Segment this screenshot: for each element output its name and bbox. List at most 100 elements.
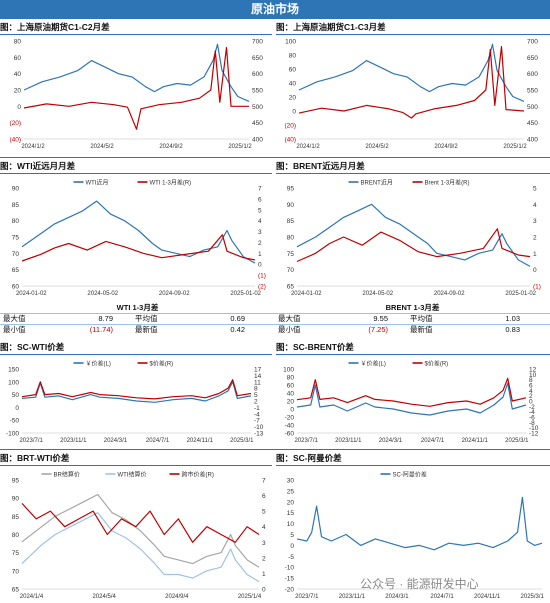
y2-tick-label: -6	[529, 415, 535, 422]
y-tick-label: 80	[287, 375, 295, 382]
x-tick-label: 2024-09-02	[434, 291, 465, 297]
x-tick-label: 2024/9/2	[434, 144, 458, 150]
y2-tick-label: -1	[254, 405, 260, 412]
stats-row: 最大值 8.79 平均值 0.69	[0, 313, 275, 324]
y-tick-label: 25	[287, 488, 295, 495]
x-tick-label: 2024/11/1	[474, 594, 501, 600]
y2-tick-label: 7	[262, 478, 266, 485]
y-tick-label: 30	[287, 478, 295, 485]
y-tick-label: -10	[285, 565, 295, 572]
stat-value: (7.25)	[368, 325, 388, 334]
y2-tick-label: 4	[262, 524, 266, 531]
y-tick-label: 100	[285, 39, 296, 46]
x-tick-label: 2024/3/1	[385, 594, 409, 600]
stat-label: 最小值	[278, 325, 301, 334]
y-tick-label: 20	[289, 95, 297, 102]
y-tick-label: 65	[12, 267, 20, 274]
x-tick-label: 2023/7/1	[295, 594, 319, 600]
legend-label: SC-阿曼价差	[393, 471, 427, 479]
panel-title: 图：SC-阿曼价差	[276, 451, 550, 466]
stat-value: (11.74)	[89, 325, 113, 334]
y-tick-label: 90	[287, 202, 295, 209]
series-line	[21, 234, 256, 262]
y2-tick-label: 550	[527, 88, 538, 95]
y2-tick-label: 0	[533, 267, 537, 274]
y2-tick-label: 4	[258, 218, 262, 225]
stat-value: 0.42	[230, 325, 245, 334]
y2-tick-label: -4	[529, 409, 535, 416]
y2-tick-label: 600	[527, 71, 538, 78]
y-tick-label: 50	[12, 392, 20, 399]
panel-title: 图：WTI近远月月差	[0, 159, 272, 174]
series-line	[296, 377, 527, 407]
y2-tick-label: 5	[258, 207, 262, 214]
stats-row: 最大值 9.55 平均值 1.03	[275, 313, 550, 324]
y-tick-label: 0	[292, 109, 296, 116]
series-line	[296, 203, 531, 267]
series-line	[21, 493, 260, 568]
legend-label: $价差(R)	[150, 360, 174, 368]
stat-value: 9.55	[373, 314, 388, 323]
chart-c1c3-spread: (40) (20) 0 20 40 60 80 100 400 450 500 550 600 650 70…	[284, 39, 538, 151]
x-tick-label: 2024/3/1	[379, 438, 403, 444]
x-tick-label: 2023/11/1	[335, 438, 362, 444]
panel-title: 图：SC-WTI价差	[0, 340, 272, 355]
y-tick-label: (40)	[9, 137, 21, 144]
section-divider	[0, 449, 550, 450]
y-tick-label: 95	[12, 478, 20, 485]
x-tick-label: 2024/5/2	[90, 144, 114, 150]
stat-label: 最大值	[3, 314, 26, 323]
x-tick-label: 2024/7/1	[146, 438, 170, 444]
y-tick-label: 100	[8, 379, 19, 386]
x-tick-label: 2024/7/1	[421, 438, 445, 444]
y2-tick-label: 400	[527, 137, 538, 144]
x-tick-label: 2024/3/1	[104, 438, 128, 444]
stats-row: 最小值 (11.74) 最新值 0.42	[0, 324, 275, 335]
x-tick-label: 2024/11/1	[187, 438, 214, 444]
stats-table-wti: WTI 1-3月差 最大值 8.79 平均值 0.69 最小值 (11.74) …	[0, 302, 275, 335]
legend-label: $价差(R)	[425, 360, 449, 368]
y2-tick-label: 4	[529, 388, 533, 395]
chart-wti-spread: 60 65 70 75 80 85 90 (2) (1) 0 1 2 3 4 5 6 7 2024-01-02 20…	[12, 179, 266, 298]
stat-label: 平均值	[410, 314, 433, 323]
series-line	[21, 200, 256, 264]
y2-tick-label: 0	[258, 262, 262, 269]
y-tick-label: 85	[12, 202, 20, 209]
y2-tick-label: 500	[252, 104, 263, 111]
y2-tick-label: -10	[254, 424, 264, 431]
x-tick-label: 2024/11/1	[462, 438, 489, 444]
y2-tick-label: 2	[258, 240, 262, 247]
y2-tick-label: -7	[254, 418, 260, 425]
y2-tick-label: 3	[258, 229, 262, 236]
x-tick-label: 2023/11/1	[60, 438, 87, 444]
x-tick-label: 2025/1/2	[228, 144, 252, 150]
y-tick-label: 20	[14, 88, 22, 95]
stat-label: 最新值	[410, 325, 433, 334]
legend-label: Brent 1-3月差(R)	[425, 179, 470, 187]
y2-tick-label: 450	[252, 120, 263, 127]
legend-label: BR结算价	[54, 471, 80, 479]
y2-tick-label: 500	[527, 104, 538, 111]
x-tick-label: 2025-01-02	[230, 291, 261, 297]
y2-tick-label: 6	[262, 493, 266, 500]
y-tick-label: -20	[285, 587, 295, 594]
x-tick-label: 2024-01-02	[16, 291, 47, 297]
y-tick-label: -15	[285, 576, 295, 583]
y-tick-label: 0	[290, 407, 294, 414]
y2-tick-label: -10	[529, 425, 539, 432]
stats-table-brent: BRENT 1-3月差 最大值 9.55 平均值 1.03 最小值 (7.25)…	[275, 302, 550, 335]
x-tick-label: 2024/5/4	[92, 594, 116, 600]
panel-title: 图：BRT-WTI价差	[0, 451, 272, 466]
series-line	[23, 43, 250, 102]
legend-label: WTI近月	[86, 179, 109, 187]
y-tick-label: 60	[14, 55, 22, 62]
y2-tick-label: -4	[254, 411, 260, 418]
panel-title: 图：上海原油期货C1-C3月差	[276, 20, 550, 35]
y-tick-label: 75	[12, 550, 20, 557]
x-tick-label: 2024/5/2	[365, 144, 389, 150]
y-tick-label: 80	[287, 235, 295, 242]
y-tick-label: -60	[285, 431, 295, 438]
y2-tick-label: (2)	[258, 284, 266, 291]
y-tick-label: 70	[12, 251, 20, 258]
x-tick-label: 2024-09-02	[159, 291, 190, 297]
